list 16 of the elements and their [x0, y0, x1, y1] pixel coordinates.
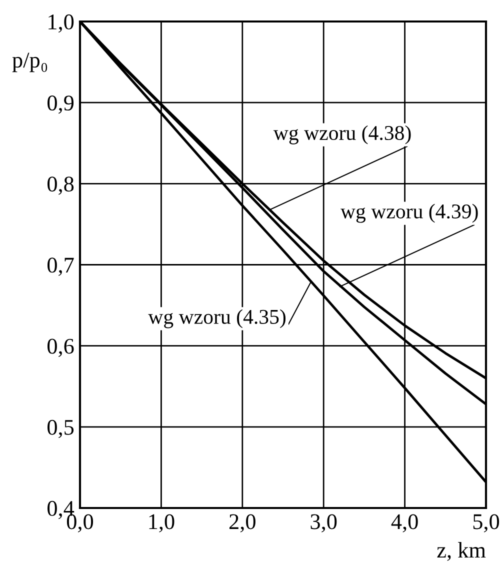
x-tick-label: 5,0 — [473, 514, 500, 532]
annotation: wg wzoru (4.35) — [148, 309, 286, 328]
y-tick-label: 0,8 — [48, 176, 74, 195]
x-tick-label: 1,0 — [149, 514, 174, 532]
x-axis-title: z, km — [437, 542, 486, 561]
annotation: wg wzoru (4.39) — [340, 204, 478, 223]
y-axis-title: p/p₀ — [12, 52, 48, 72]
x-tick-label: 4,0 — [391, 514, 418, 532]
y-tick-label: 0,7 — [48, 258, 74, 276]
x-tick-label: 2,0 — [229, 514, 256, 532]
y-tick-label: 0,6 — [48, 338, 74, 357]
x-tick-label: 3,0 — [310, 514, 337, 532]
y-tick-label: 1,0 — [48, 14, 74, 33]
y-tick-label: 0,9 — [48, 96, 74, 114]
annotation: wg wzoru (4.38) — [273, 125, 411, 144]
y-tick-label: 0,5 — [48, 420, 74, 438]
